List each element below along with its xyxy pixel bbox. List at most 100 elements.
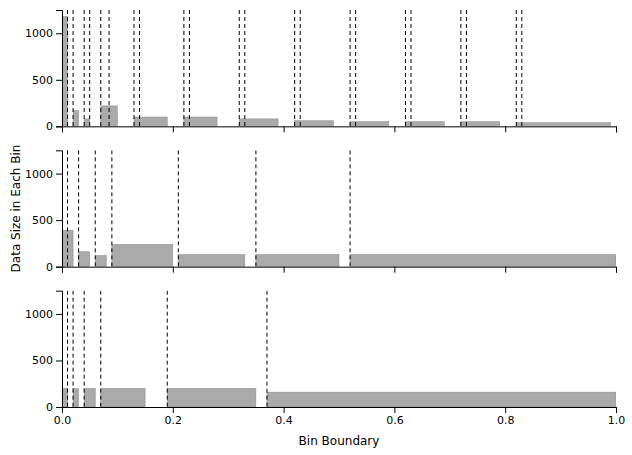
y-tick-mark bbox=[56, 174, 62, 175]
x-tick-label: 0.2 bbox=[165, 414, 183, 427]
x-tick-label: 1.0 bbox=[608, 414, 626, 427]
plot-area bbox=[62, 291, 616, 407]
x-tick-mark bbox=[394, 267, 395, 273]
bar bbox=[101, 388, 145, 407]
boundary-line bbox=[460, 10, 461, 126]
boundary-line bbox=[516, 10, 517, 126]
x-tick: 0.6 bbox=[386, 407, 404, 427]
bar bbox=[184, 117, 217, 126]
y-tick-mark bbox=[56, 314, 62, 315]
y-axis-title: Data Size in Each Bin bbox=[9, 145, 23, 273]
y-tick: 0 bbox=[46, 120, 62, 133]
boundary-line bbox=[521, 10, 522, 126]
x-tick: 1.0 bbox=[608, 407, 626, 427]
boundary-line bbox=[189, 10, 190, 126]
y-tick: 1000 bbox=[25, 27, 62, 40]
boundary-line bbox=[266, 291, 267, 407]
x-tick-mark bbox=[173, 126, 174, 132]
x-tick bbox=[394, 126, 395, 132]
x-tick bbox=[394, 267, 395, 273]
x-tick bbox=[284, 267, 285, 273]
x-tick-mark bbox=[173, 407, 174, 413]
y-tick: 1000 bbox=[25, 168, 62, 181]
boundary-line bbox=[89, 10, 90, 126]
boundary-line bbox=[78, 150, 79, 266]
panel: 0.0 0.2 0.4 0.6 0.8 1.0 0 500 1000 bbox=[25, 291, 625, 427]
bar bbox=[516, 123, 610, 127]
y-tick-mark bbox=[56, 220, 62, 221]
boundary-line bbox=[239, 10, 240, 126]
y-tick-mark bbox=[56, 126, 62, 127]
x-axis-line bbox=[63, 408, 617, 414]
x-tick-label: 0.0 bbox=[54, 414, 72, 427]
y-tick-label: 500 bbox=[32, 354, 53, 367]
y-tick: 0 bbox=[46, 401, 62, 414]
boundary-line bbox=[67, 291, 68, 407]
bar bbox=[167, 388, 256, 407]
boundary-line bbox=[350, 10, 351, 126]
x-tick: 0.2 bbox=[165, 407, 183, 427]
bar bbox=[134, 117, 167, 126]
boundary-line bbox=[255, 150, 256, 266]
x-tick bbox=[284, 126, 285, 132]
boundary-line bbox=[244, 10, 245, 126]
panel: 05001000 bbox=[25, 10, 617, 133]
boundary-line bbox=[134, 10, 135, 126]
boundary-line bbox=[466, 10, 467, 126]
x-tick-mark bbox=[616, 267, 617, 273]
x-tick: 0.0 bbox=[54, 407, 72, 427]
boundary-line bbox=[84, 291, 85, 407]
x-tick: 0.8 bbox=[497, 407, 515, 427]
y-tick-mark bbox=[56, 407, 62, 408]
bar bbox=[73, 111, 79, 127]
y-tick: 500 bbox=[32, 354, 62, 367]
y-tick-label: 500 bbox=[32, 214, 53, 227]
y-tick-mark bbox=[56, 80, 62, 81]
bar bbox=[73, 388, 79, 407]
y-tick: 0 bbox=[46, 261, 62, 274]
y-tick: 1000 bbox=[25, 308, 62, 321]
y-axis-line bbox=[56, 291, 63, 407]
x-tick bbox=[616, 126, 617, 132]
boundary-line bbox=[73, 291, 74, 407]
x-tick-mark bbox=[394, 126, 395, 132]
boundary-line bbox=[84, 10, 85, 126]
y-tick-label: 0 bbox=[46, 120, 53, 133]
x-tick-mark bbox=[394, 407, 395, 413]
boundary-line bbox=[67, 150, 68, 266]
boundary-line bbox=[350, 150, 351, 266]
x-tick bbox=[616, 267, 617, 273]
bar bbox=[84, 119, 90, 126]
boundary-line bbox=[405, 10, 406, 126]
boundary-line bbox=[100, 291, 101, 407]
boundary-line bbox=[355, 10, 356, 126]
chart: 0500100005001000Data Size in Each Bin0.0… bbox=[0, 0, 632, 455]
y-axis: 0 500 1000 bbox=[25, 291, 63, 414]
boundary-line bbox=[111, 150, 112, 266]
x-tick-mark bbox=[505, 267, 506, 273]
y-tick-label: 1000 bbox=[25, 308, 53, 321]
y-tick-label: 1000 bbox=[25, 27, 53, 40]
x-axis bbox=[63, 267, 617, 273]
boundary-line bbox=[167, 291, 168, 407]
x-tick-mark bbox=[173, 267, 174, 273]
y-tick-mark bbox=[56, 33, 62, 34]
x-axis bbox=[63, 126, 617, 132]
x-axis-line bbox=[63, 267, 617, 273]
boundary-line bbox=[73, 10, 74, 126]
boundary-line bbox=[411, 10, 412, 126]
x-tick: 0.4 bbox=[275, 407, 293, 427]
boundary-line bbox=[300, 10, 301, 126]
x-tick-label: 0.4 bbox=[275, 414, 293, 427]
x-tick-label: 0.6 bbox=[386, 414, 404, 427]
y-tick-mark bbox=[56, 360, 62, 361]
x-axis-title: Bin Boundary bbox=[299, 434, 380, 448]
boundary-line bbox=[109, 10, 110, 126]
bar bbox=[350, 255, 616, 267]
boundary-line bbox=[67, 10, 68, 126]
boundary-line bbox=[139, 10, 140, 126]
y-axis: 05001000 bbox=[25, 11, 63, 134]
y-axis-line bbox=[56, 11, 63, 127]
y-axis: 0 500 1000 bbox=[25, 151, 63, 274]
bar bbox=[95, 255, 106, 266]
